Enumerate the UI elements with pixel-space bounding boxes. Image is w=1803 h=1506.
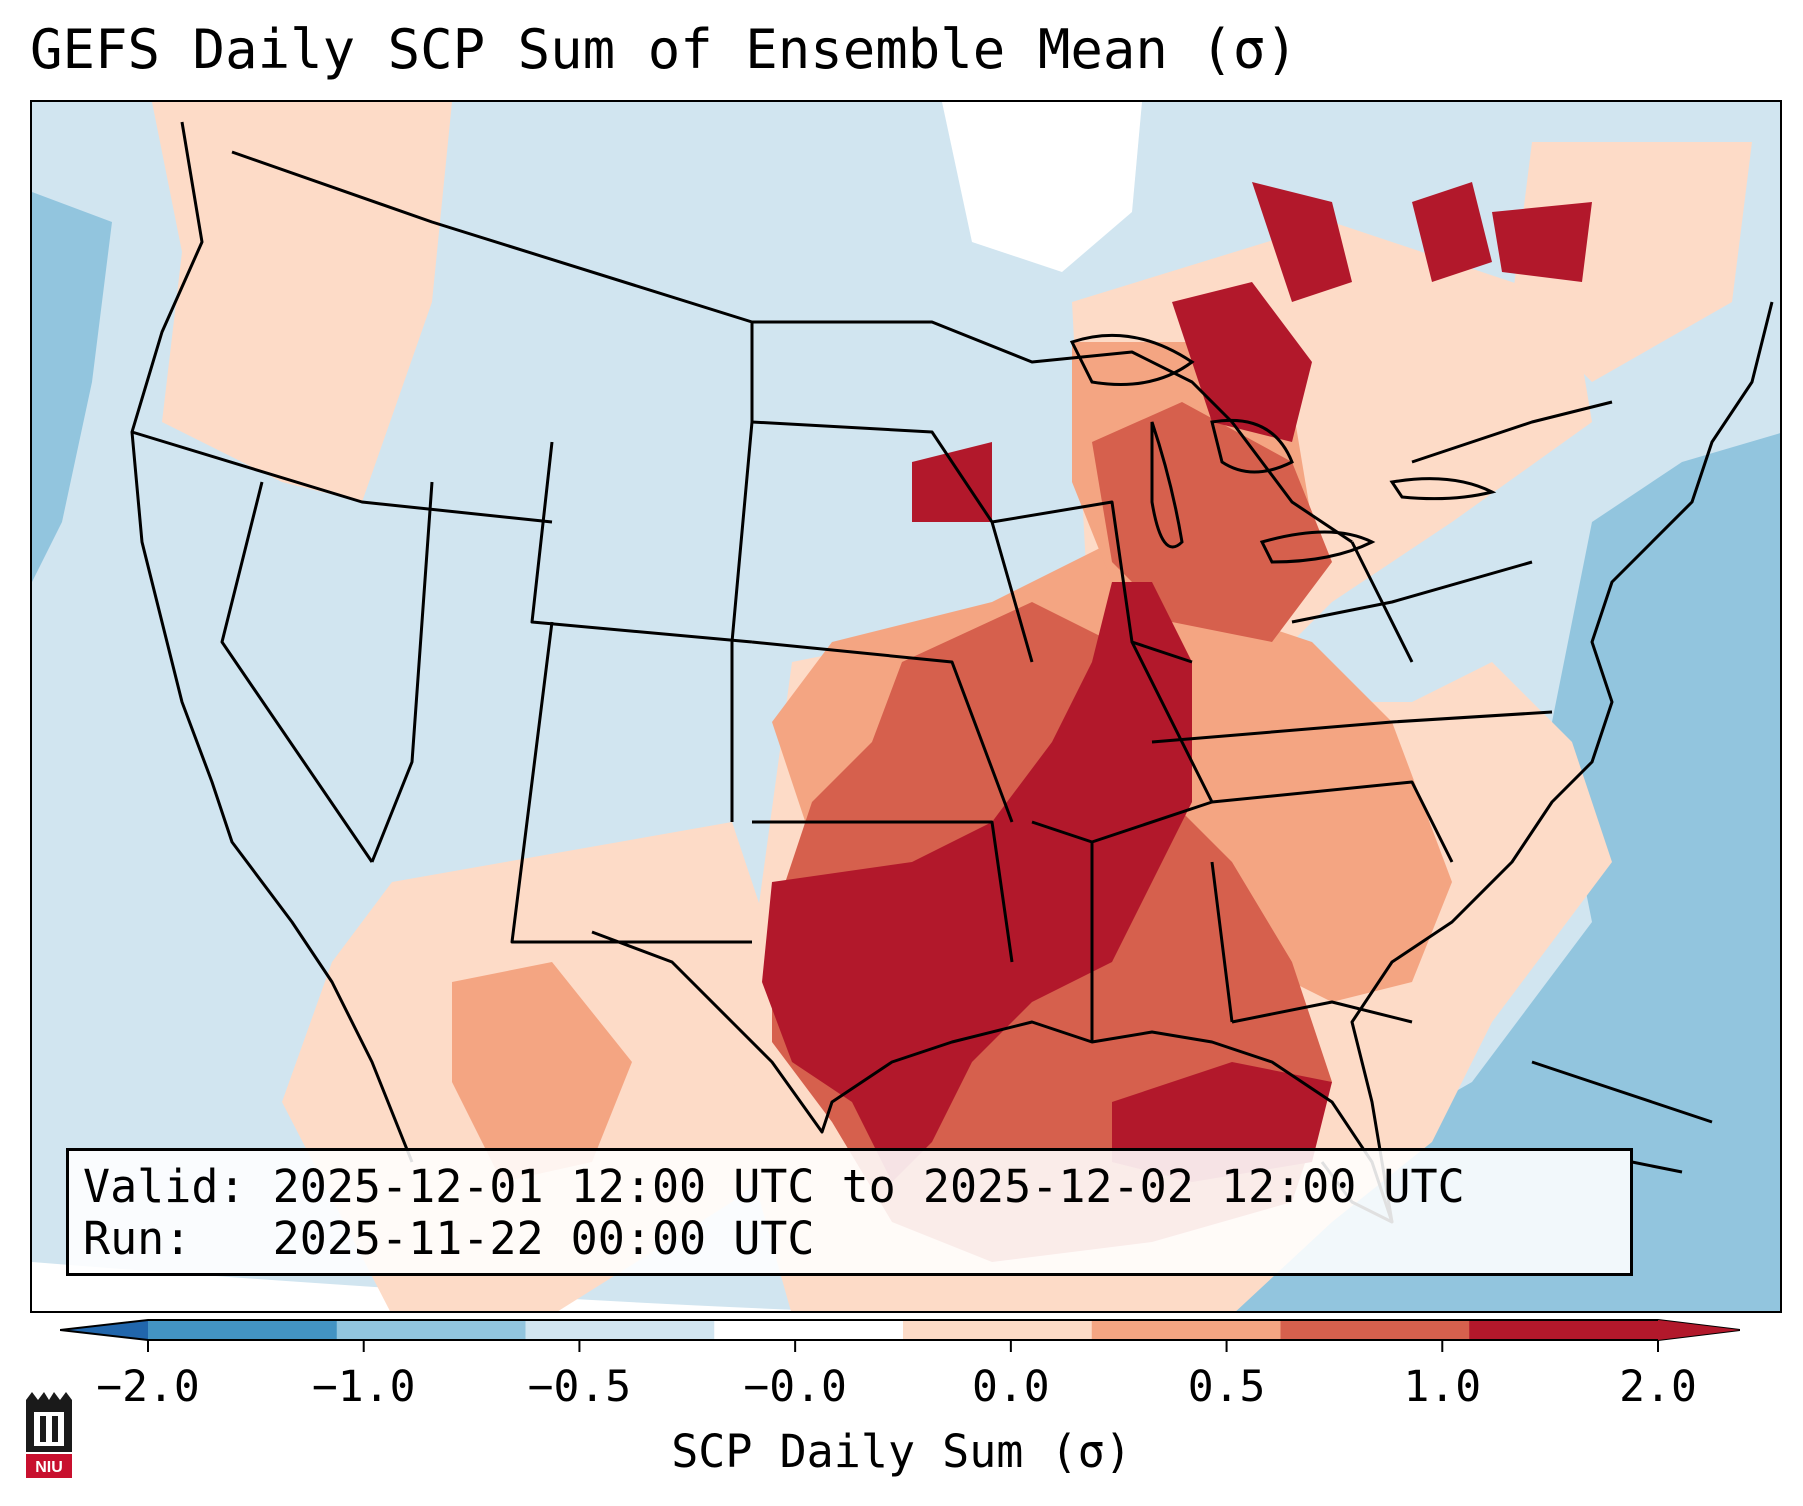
- great-lakes: [1069, 333, 1497, 564]
- colorbar-segment: [1280, 1320, 1470, 1340]
- colorbar-ticks: [147, 1340, 1659, 1352]
- caribbean-islands: [1531, 1060, 1713, 1174]
- colorbar-segment: [336, 1320, 526, 1340]
- anomaly-2.0-plus: [762, 182, 1592, 1182]
- colorbar-tick-label: 2.0: [1619, 1362, 1697, 1412]
- colorbar-segment: [525, 1320, 715, 1340]
- logo-text: NIU: [35, 1459, 63, 1476]
- colorbar-segment: [148, 1320, 338, 1340]
- colorbar-segment: [903, 1320, 1093, 1340]
- valid-time-text: Valid: 2025-12-01 12:00 UTC to 2025-12-0…: [83, 1160, 1465, 1213]
- plot-edge-white: [32, 1262, 823, 1311]
- colorbar-segments: [60, 1319, 1740, 1341]
- colorbar-extend-low: [60, 1320, 148, 1340]
- colorbar-tick-label: −1.0: [311, 1362, 416, 1412]
- pacific-ocean-area: [32, 192, 112, 582]
- niu-logo: NIU: [26, 1392, 72, 1478]
- colorbar-tick-label: 0.0: [972, 1362, 1050, 1412]
- low-value-region: [942, 102, 1142, 272]
- valid-run-info-box: Valid: 2025-12-01 12:00 UTC to 2025-12-0…: [66, 1148, 1633, 1276]
- map-title: GEFS Daily SCP Sum of Ensemble Mean (σ): [30, 18, 1298, 81]
- colorbar-tick-label: 1.0: [1403, 1362, 1482, 1412]
- map-canvas: [32, 102, 1780, 1311]
- colorbar-segment: [1469, 1320, 1659, 1340]
- colorbar-tick-label: 0.5: [1187, 1362, 1266, 1412]
- colorbar-tick-label: −0.0: [743, 1362, 847, 1412]
- map-panel: [30, 100, 1782, 1313]
- colorbar-tick-label: −2.0: [96, 1362, 200, 1412]
- colorbar-segment: [1091, 1320, 1281, 1340]
- colorbar-label: SCP Daily Sum (σ): [671, 1425, 1132, 1478]
- colorbar-extend-high: [1658, 1320, 1740, 1340]
- atlantic-ocean-area: [1234, 433, 1780, 1311]
- colorbar-segment: [714, 1320, 904, 1340]
- colorbar: [60, 1319, 1740, 1352]
- run-time-text: Run: 2025-11-22 00:00 UTC: [83, 1212, 815, 1265]
- colorbar-tick-label: −0.5: [527, 1362, 632, 1412]
